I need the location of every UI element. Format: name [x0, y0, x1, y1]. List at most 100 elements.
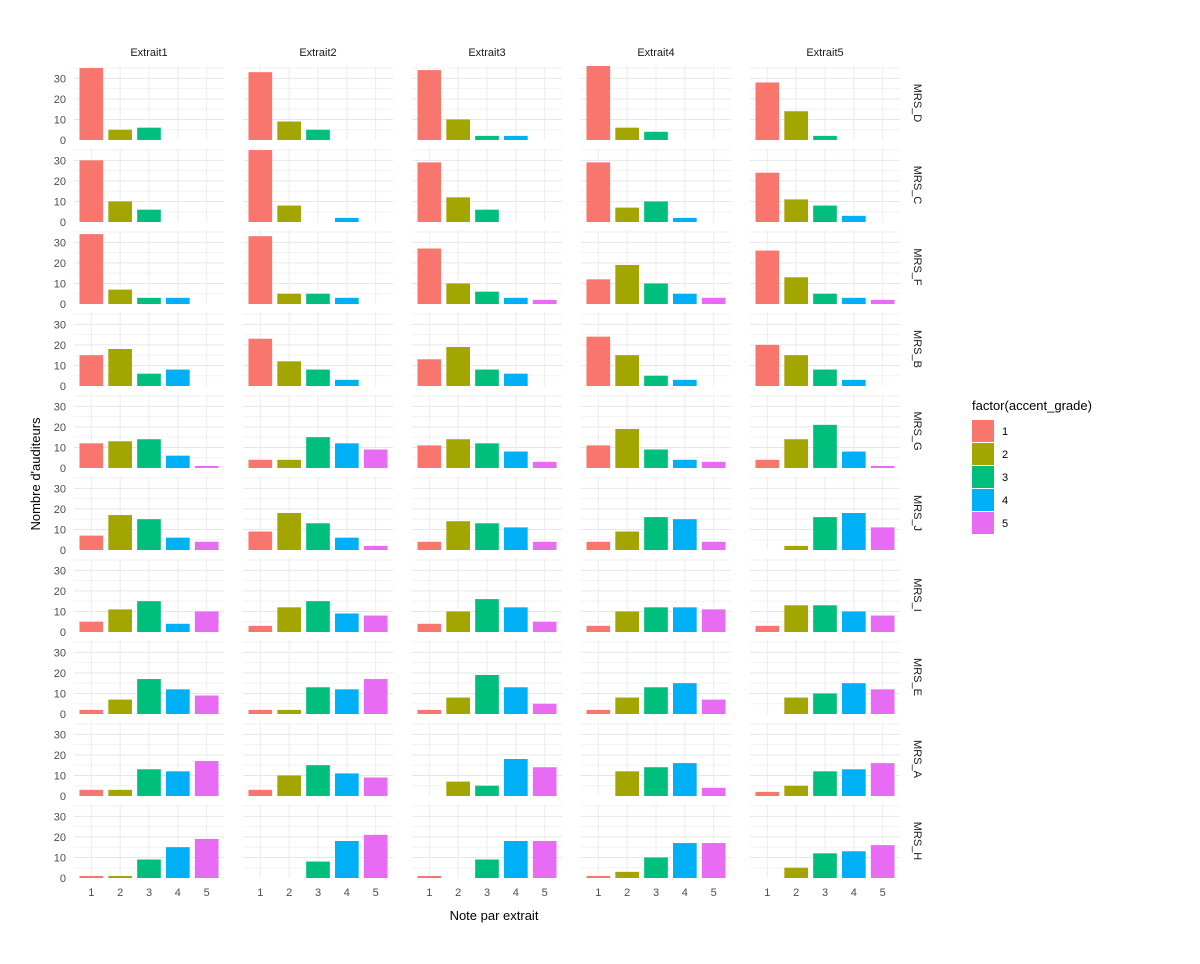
legend-title: factor(accent_grade) [972, 398, 1092, 413]
bar [108, 129, 132, 140]
y-tick-label: 10 [54, 442, 66, 454]
bar [335, 613, 359, 632]
bar [842, 451, 866, 468]
y-tick-label: 10 [54, 114, 66, 126]
bar [335, 537, 359, 550]
y-tick-label: 10 [54, 524, 66, 536]
bar [137, 209, 161, 222]
bar [79, 68, 104, 140]
bar [446, 119, 470, 140]
bar [306, 369, 330, 386]
bar [137, 127, 161, 140]
facet-column-label: Extrait4 [637, 47, 674, 59]
bar [248, 625, 273, 632]
legend-label: 1 [1002, 426, 1008, 438]
y-tick-label: 10 [54, 360, 66, 372]
bar [363, 777, 388, 796]
bar [673, 519, 697, 550]
y-tick-label: 30 [54, 237, 66, 249]
bar [137, 519, 161, 550]
bar [586, 541, 611, 550]
bar [870, 763, 895, 796]
bar [446, 781, 470, 796]
bar [166, 369, 190, 386]
bar [363, 615, 388, 632]
bar [248, 150, 273, 222]
y-tick-label: 20 [54, 504, 66, 516]
x-tick-label: 3 [315, 887, 321, 899]
bar [532, 767, 557, 796]
bar [446, 697, 470, 714]
bar [586, 445, 611, 468]
x-tick-label: 1 [595, 887, 601, 899]
bar [277, 775, 301, 796]
bar [248, 459, 273, 468]
bar [615, 611, 639, 632]
bar [870, 299, 895, 304]
y-axis-title: Nombre d'auditeurs [28, 417, 43, 531]
bar [870, 527, 895, 550]
y-tick-label: 0 [60, 135, 66, 147]
bar [417, 445, 442, 468]
bar [615, 428, 639, 468]
bar [79, 443, 104, 468]
bar [166, 623, 190, 632]
bar [784, 545, 808, 550]
bar [813, 853, 837, 878]
bar [108, 789, 132, 796]
bar [194, 695, 219, 714]
x-tick-label: 1 [764, 887, 770, 899]
bar [586, 336, 611, 386]
bar [248, 72, 273, 140]
bar [417, 709, 442, 714]
bar [644, 449, 668, 468]
bar [446, 346, 470, 386]
legend-key [972, 443, 994, 465]
legend-label: 4 [1002, 495, 1008, 507]
bar [504, 451, 528, 468]
bar [306, 861, 330, 878]
bar [504, 607, 528, 632]
y-tick-label: 20 [54, 422, 66, 434]
bar [504, 841, 528, 878]
y-tick-label: 30 [54, 483, 66, 495]
bar [586, 162, 611, 222]
bar [813, 605, 837, 632]
bar [870, 615, 895, 632]
bar [701, 787, 726, 796]
bar [532, 703, 557, 714]
bar [335, 773, 359, 796]
y-tick-label: 0 [60, 463, 66, 475]
bar [644, 283, 668, 304]
bar [504, 527, 528, 550]
bar [248, 338, 273, 386]
bar [644, 687, 668, 714]
bar [446, 521, 470, 550]
y-tick-label: 30 [54, 565, 66, 577]
bar [108, 609, 132, 632]
x-tick-label: 4 [682, 887, 688, 899]
bar [417, 541, 442, 550]
legend-key [972, 512, 994, 534]
bar [644, 857, 668, 878]
bar [79, 234, 104, 304]
facet-row-label: MRS_H [911, 822, 923, 861]
facet-row-label: MRS_C [911, 166, 923, 205]
bar [166, 771, 190, 796]
bar [363, 834, 388, 878]
x-tick-label: 3 [653, 887, 659, 899]
bar [137, 679, 161, 714]
facet-row-label: MRS_D [911, 84, 923, 123]
bar [194, 465, 219, 468]
facet-row-label: MRS_E [911, 658, 923, 696]
bar [813, 771, 837, 796]
bar [784, 439, 808, 468]
bar [504, 687, 528, 714]
bar [586, 625, 611, 632]
bar [79, 621, 104, 632]
bar [755, 82, 780, 140]
y-tick-label: 20 [54, 258, 66, 270]
bar [277, 121, 301, 140]
bar [813, 517, 837, 550]
bar [615, 697, 639, 714]
